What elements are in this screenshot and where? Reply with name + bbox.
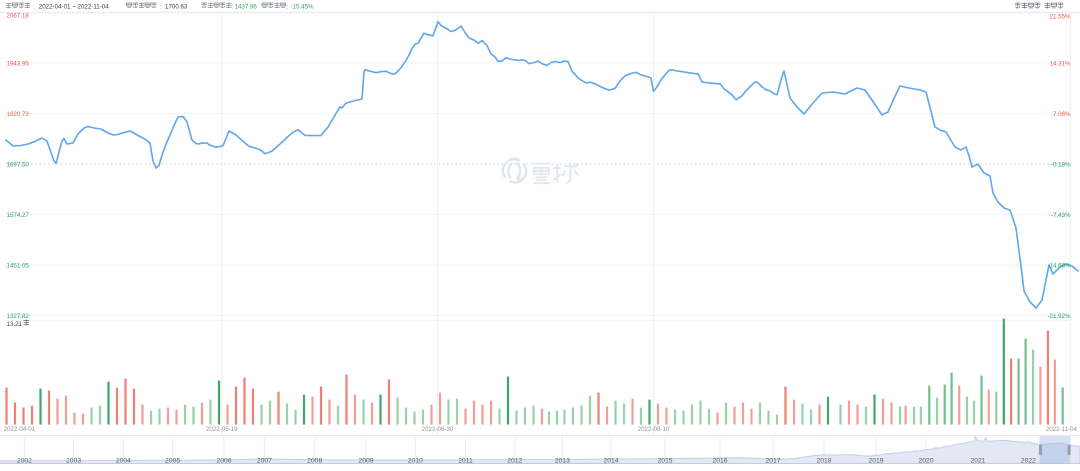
svg-text:2011: 2011 [458, 457, 473, 464]
svg-text:1700.63: 1700.63 [165, 4, 188, 11]
svg-text:2005: 2005 [165, 457, 180, 464]
svg-text:1820.73: 1820.73 [7, 111, 30, 118]
svg-text:2021: 2021 [970, 457, 985, 464]
svg-text:1574.27: 1574.27 [7, 212, 30, 219]
svg-text:2010: 2010 [408, 457, 423, 464]
svg-text:-7.43%: -7.43% [1051, 212, 1071, 219]
svg-text:2015: 2015 [657, 457, 672, 464]
svg-text:2019: 2019 [868, 457, 883, 464]
svg-text:2002: 2002 [17, 457, 32, 464]
svg-text:2008: 2008 [307, 457, 322, 464]
svg-text:1451.05: 1451.05 [7, 262, 30, 269]
svg-text::: : [33, 4, 35, 11]
svg-text:1697.50: 1697.50 [7, 161, 30, 168]
svg-text:2003: 2003 [66, 457, 81, 464]
svg-text:2017: 2017 [765, 457, 780, 464]
svg-text:2022-06-30: 2022-06-30 [422, 426, 454, 433]
svg-text:7.06%: 7.06% [1053, 111, 1071, 118]
svg-text:2016: 2016 [712, 457, 727, 464]
svg-text:14.31%: 14.31% [1050, 60, 1071, 67]
svg-text:2004: 2004 [116, 457, 131, 464]
svg-text:1437.96: 1437.96 [235, 4, 258, 11]
svg-text:2013: 2013 [555, 457, 570, 464]
svg-text:2067.18: 2067.18 [7, 13, 30, 20]
svg-text:2022-04-01 ~ 2022-11-04: 2022-04-01 ~ 2022-11-04 [39, 4, 109, 11]
svg-text:2022-04-01: 2022-04-01 [4, 426, 36, 433]
svg-text::: : [287, 4, 289, 11]
svg-text:21.55%: 21.55% [1050, 14, 1071, 21]
svg-text:2020: 2020 [918, 457, 933, 464]
svg-text:2022: 2022 [1021, 457, 1036, 464]
svg-text:-0.18%: -0.18% [1051, 161, 1071, 168]
svg-text:2018: 2018 [816, 457, 831, 464]
svg-text:-14.68%: -14.68% [1047, 262, 1071, 269]
svg-text:2022-05-19: 2022-05-19 [206, 426, 238, 433]
svg-text:1327.82: 1327.82 [7, 313, 30, 320]
svg-text:2022-08-10: 2022-08-10 [638, 426, 670, 433]
svg-text:2014: 2014 [603, 457, 618, 464]
svg-text:2009: 2009 [358, 457, 373, 464]
svg-text::: : [160, 4, 162, 11]
svg-text:-21.92%: -21.92% [1047, 313, 1071, 320]
svg-text:2007: 2007 [257, 457, 272, 464]
svg-text:13.21: 13.21 [7, 321, 23, 328]
svg-text::: : [232, 4, 234, 11]
svg-text:1943.95: 1943.95 [7, 60, 30, 67]
svg-text:-15.45%: -15.45% [291, 4, 315, 11]
svg-text:2012: 2012 [507, 457, 522, 464]
svg-text:2022-11-04: 2022-11-04 [1046, 426, 1078, 433]
svg-text:2006: 2006 [216, 457, 231, 464]
